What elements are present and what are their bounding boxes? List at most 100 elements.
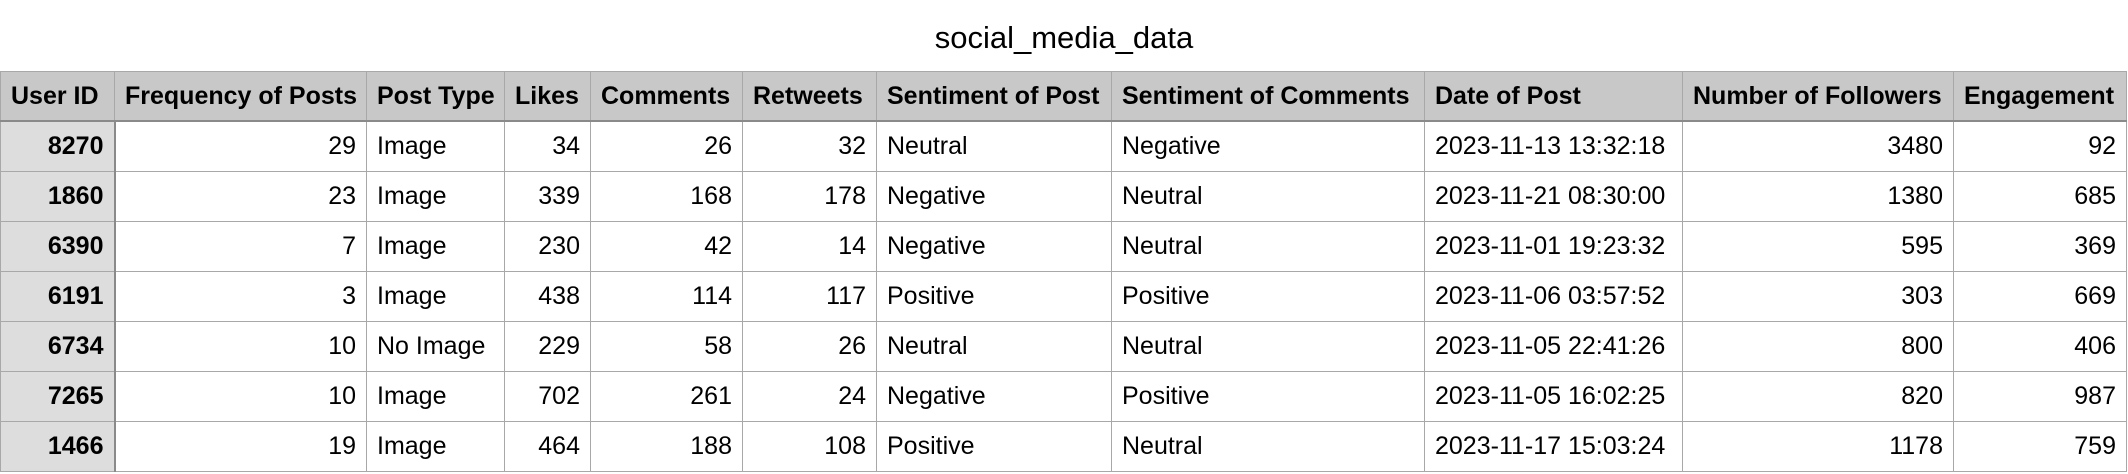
table-row: 6390 7 Image 230 42 14 Negative Neutral 2023-11-… <box>0 221 2127 272</box>
cell-likes[interactable]: 464 <box>504 421 591 472</box>
cell-number-of-followers[interactable]: 303 <box>1682 271 1954 322</box>
table-row: 7265 10 Image 702 261 24 Negative Positive 2023-… <box>0 371 2127 422</box>
cell-retweets[interactable]: 108 <box>742 421 877 472</box>
cell-comments[interactable]: 42 <box>590 221 743 272</box>
cell-likes[interactable]: 438 <box>504 271 591 322</box>
cell-user-id[interactable]: 7265 <box>0 371 116 422</box>
cell-likes[interactable]: 702 <box>504 371 591 422</box>
cell-engagement[interactable]: 759 <box>1953 421 2127 472</box>
cell-retweets[interactable]: 14 <box>742 221 877 272</box>
cell-user-id[interactable]: 6191 <box>0 271 116 322</box>
cell-date-of-post[interactable]: 2023-11-05 16:02:25 <box>1424 371 1683 422</box>
column-header-number-of-followers[interactable]: Number of Followers <box>1682 71 1954 122</box>
cell-sentiment-of-post[interactable]: Negative <box>876 221 1112 272</box>
cell-frequency-of-posts[interactable]: 10 <box>114 321 367 372</box>
cell-post-type[interactable]: No Image <box>366 321 505 372</box>
cell-sentiment-of-post[interactable]: Neutral <box>876 321 1112 372</box>
cell-number-of-followers[interactable]: 3480 <box>1682 120 1954 172</box>
cell-retweets[interactable]: 117 <box>742 271 877 322</box>
cell-likes[interactable]: 339 <box>504 171 591 222</box>
cell-retweets[interactable]: 178 <box>742 171 877 222</box>
cell-comments[interactable]: 26 <box>590 120 743 172</box>
cell-date-of-post[interactable]: 2023-11-21 08:30:00 <box>1424 171 1683 222</box>
cell-comments[interactable]: 114 <box>590 271 743 322</box>
table-row: 6734 10 No Image 229 58 26 Neutral Neutral 2023-… <box>0 321 2127 372</box>
cell-number-of-followers[interactable]: 1380 <box>1682 171 1954 222</box>
cell-likes[interactable]: 229 <box>504 321 591 372</box>
sheet-title: social_media_data <box>934 20 1194 55</box>
column-header-sentiment-of-post[interactable]: Sentiment of Post <box>876 71 1112 122</box>
cell-number-of-followers[interactable]: 820 <box>1682 371 1954 422</box>
cell-sentiment-of-comments[interactable]: Negative <box>1111 120 1425 172</box>
cell-date-of-post[interactable]: 2023-11-13 13:32:18 <box>1424 120 1683 172</box>
cell-date-of-post[interactable]: 2023-11-06 03:57:52 <box>1424 271 1683 322</box>
cell-post-type[interactable]: Image <box>366 371 505 422</box>
cell-likes[interactable]: 34 <box>504 120 591 172</box>
cell-user-id[interactable]: 1860 <box>0 171 116 222</box>
cell-engagement[interactable]: 406 <box>1953 321 2127 372</box>
column-header-date-of-post[interactable]: Date of Post <box>1424 71 1683 122</box>
column-header-sentiment-of-comments[interactable]: Sentiment of Comments <box>1111 71 1425 122</box>
cell-frequency-of-posts[interactable]: 19 <box>114 421 367 472</box>
cell-frequency-of-posts[interactable]: 7 <box>114 221 367 272</box>
cell-sentiment-of-comments[interactable]: Positive <box>1111 371 1425 422</box>
cell-sentiment-of-comments[interactable]: Neutral <box>1111 221 1425 272</box>
cell-sentiment-of-comments[interactable]: Neutral <box>1111 171 1425 222</box>
cell-number-of-followers[interactable]: 595 <box>1682 221 1954 272</box>
cell-frequency-of-posts[interactable]: 3 <box>114 271 367 322</box>
cell-sentiment-of-comments[interactable]: Positive <box>1111 271 1425 322</box>
data-table: User ID Frequency of Posts Post Type Lik… <box>0 71 2127 472</box>
column-header-engagement[interactable]: Engagement <box>1953 71 2127 122</box>
column-header-retweets[interactable]: Retweets <box>742 71 877 122</box>
cell-number-of-followers[interactable]: 1178 <box>1682 421 1954 472</box>
cell-user-id[interactable]: 6734 <box>0 321 116 372</box>
column-header-user-id[interactable]: User ID <box>0 71 115 122</box>
table-row: 8270 29 Image 34 26 32 Neutral Negative 2023-11-… <box>0 120 2127 172</box>
cell-user-id[interactable]: 8270 <box>0 120 116 172</box>
cell-engagement[interactable]: 987 <box>1953 371 2127 422</box>
cell-retweets[interactable]: 24 <box>742 371 877 422</box>
cell-engagement[interactable]: 669 <box>1953 271 2127 322</box>
cell-sentiment-of-post[interactable]: Negative <box>876 371 1112 422</box>
column-header-frequency-of-posts[interactable]: Frequency of Posts <box>114 71 367 122</box>
cell-date-of-post[interactable]: 2023-11-05 22:41:26 <box>1424 321 1683 372</box>
cell-post-type[interactable]: Image <box>366 120 505 172</box>
cell-sentiment-of-post[interactable]: Positive <box>876 271 1112 322</box>
cell-comments[interactable]: 188 <box>590 421 743 472</box>
cell-comments[interactable]: 261 <box>590 371 743 422</box>
column-header-comments[interactable]: Comments <box>590 71 743 122</box>
cell-sentiment-of-comments[interactable]: Neutral <box>1111 321 1425 372</box>
cell-retweets[interactable]: 26 <box>742 321 877 372</box>
cell-comments[interactable]: 58 <box>590 321 743 372</box>
table-row: 1860 23 Image 339 168 178 Negative Neutral 2023-… <box>0 171 2127 222</box>
cell-engagement[interactable]: 92 <box>1953 120 2127 172</box>
cell-sentiment-of-post[interactable]: Neutral <box>876 120 1112 172</box>
cell-frequency-of-posts[interactable]: 10 <box>114 371 367 422</box>
cell-retweets[interactable]: 32 <box>742 120 877 172</box>
cell-post-type[interactable]: Image <box>366 271 505 322</box>
cell-likes[interactable]: 230 <box>504 221 591 272</box>
cell-post-type[interactable]: Image <box>366 421 505 472</box>
header-row: User ID Frequency of Posts Post Type Lik… <box>0 71 2127 122</box>
cell-post-type[interactable]: Image <box>366 171 505 222</box>
cell-date-of-post[interactable]: 2023-11-17 15:03:24 <box>1424 421 1683 472</box>
cell-frequency-of-posts[interactable]: 23 <box>114 171 367 222</box>
cell-frequency-of-posts[interactable]: 29 <box>114 120 367 172</box>
cell-number-of-followers[interactable]: 800 <box>1682 321 1954 372</box>
cell-comments[interactable]: 168 <box>590 171 743 222</box>
table-row: 1466 19 Image 464 188 108 Positive Neutral 2023-… <box>0 421 2127 472</box>
cell-user-id[interactable]: 1466 <box>0 421 116 472</box>
cell-sentiment-of-post[interactable]: Negative <box>876 171 1112 222</box>
table-body: 8270 29 Image 34 26 32 Neutral Negative 2023-11-… <box>0 120 2127 472</box>
column-header-post-type[interactable]: Post Type <box>366 71 505 122</box>
cell-post-type[interactable]: Image <box>366 221 505 272</box>
cell-sentiment-of-post[interactable]: Positive <box>876 421 1112 472</box>
cell-engagement[interactable]: 369 <box>1953 221 2127 272</box>
table-row: 6191 3 Image 438 114 117 Positive Positive 2023-… <box>0 271 2127 322</box>
data-table-container: User ID Frequency of Posts Post Type Lik… <box>0 71 2128 472</box>
cell-user-id[interactable]: 6390 <box>0 221 116 272</box>
cell-engagement[interactable]: 685 <box>1953 171 2127 222</box>
cell-sentiment-of-comments[interactable]: Neutral <box>1111 421 1425 472</box>
column-header-likes[interactable]: Likes <box>504 71 591 122</box>
cell-date-of-post[interactable]: 2023-11-01 19:23:32 <box>1424 221 1683 272</box>
